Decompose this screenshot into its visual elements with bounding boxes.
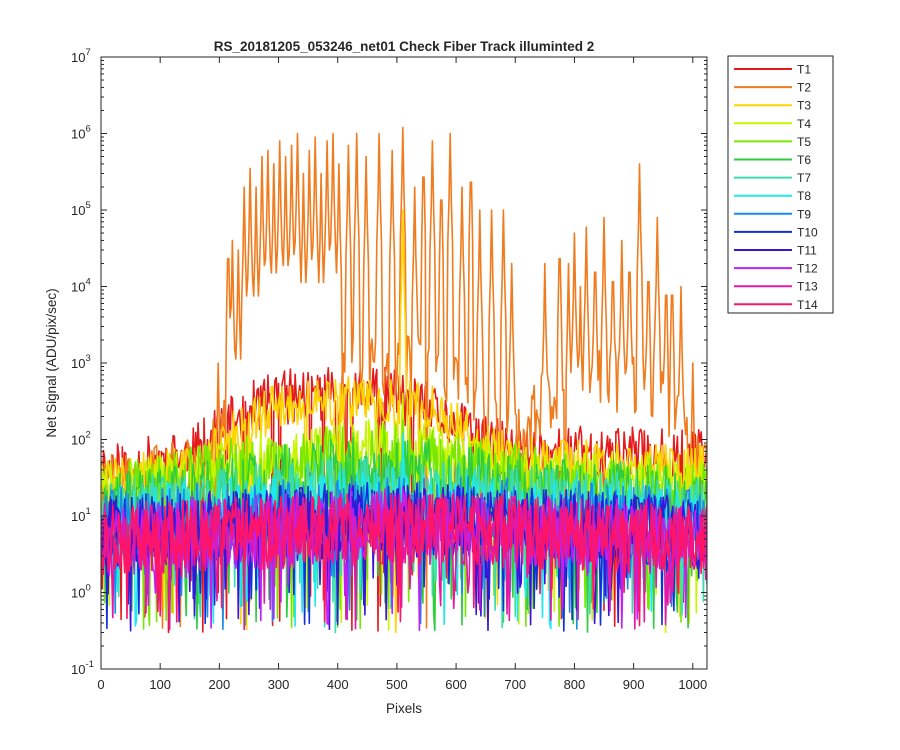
x-tick-label: 0 [97,677,104,692]
x-tick-label: 200 [209,677,231,692]
legend-items: T1 T2 T3 T4 T5 T6 T7 T8 T9 T10 T11 T12 T13 T14 [734,63,818,312]
legend-label-t9: T9 [797,207,811,221]
legend-label-t2: T2 [797,81,811,95]
legend-label-t7: T7 [797,171,811,185]
legend-label-t10: T10 [797,225,818,239]
legend-label-t5: T5 [797,135,811,149]
x-tick-label: 400 [327,677,349,692]
chart-title: RS_20181205_053246_net01 Check Fiber Tra… [214,39,594,54]
x-tick-label: 900 [623,677,645,692]
y-axis-label: Net Signal (ADU/pix/sec) [44,288,59,437]
x-tick-label: 300 [268,677,290,692]
x-tick-label: 1000 [678,677,707,692]
series-line-t14 [101,493,707,627]
x-tick-label: 100 [149,677,171,692]
legend-label-t14: T14 [797,298,818,312]
x-tick-label: 800 [564,677,586,692]
x-tick-label: 600 [445,677,467,692]
tick-layer: 0 100 200 300 400 500 600 700 800 900 100010-11001… [71,47,707,692]
legend-label-t1: T1 [797,63,811,77]
legend-label-t6: T6 [797,153,811,167]
legend-box [727,55,834,314]
legend-label-t13: T13 [797,280,818,294]
legend-label-t11: T11 [797,244,817,258]
legend-label-t12: T12 [797,262,818,276]
x-axis-label: Pixels [386,701,422,716]
legend-label-t8: T8 [797,189,811,203]
legend-label-t4: T4 [797,117,811,131]
x-tick-label: 500 [386,677,408,692]
legend: T1 T2 T3 T4 T5 T6 T7 T8 T9 T10 T11 T12 T13 T14 [727,55,834,314]
series-layer [101,126,707,634]
x-tick-label: 700 [504,677,526,692]
legend-label-t3: T3 [797,99,811,113]
